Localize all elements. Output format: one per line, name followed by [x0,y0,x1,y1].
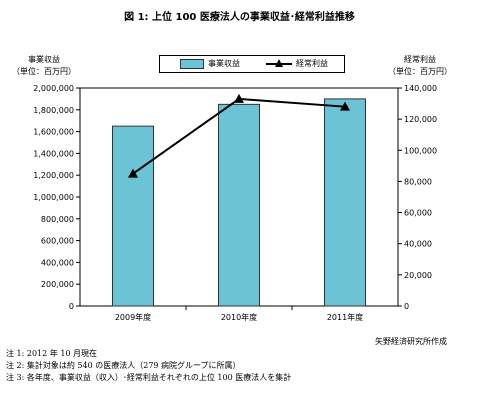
left-axis-tick-label: 400,000 [41,258,74,267]
left-axis-tick-label: 1,000,000 [33,193,74,202]
right-axis-tick-label: 0 [404,302,409,311]
legend-swatch-bar [180,58,204,69]
legend: 事業収益 経常利益 [159,55,345,73]
right-axis-unit: （単位：百万円） [388,66,452,76]
left-axis-tick-label: 800,000 [41,215,74,224]
left-axis-tick-label: 0 [69,302,74,311]
left-axis-tick-label: 1,400,000 [33,149,74,158]
left-axis-tick-label: 1,200,000 [33,171,74,180]
right-axis-tick-label: 80,000 [404,177,432,186]
right-axis-tick-label: 100,000 [404,146,437,155]
bar [218,103,260,307]
left-axis-tick-label: 1,800,000 [33,106,74,115]
bar [112,125,154,307]
legend-swatch-line [266,58,292,69]
note-2: 注 2: 集計対象は約 540 の医療法人（279 病院グループに所属） [6,361,241,370]
left-axis-unit: （単位：百万円） [12,66,76,76]
x-axis-tick-label: 2009年度 [115,312,151,322]
left-axis-tick-label: 1,600,000 [33,128,74,137]
right-axis-tick-label: 140,000 [404,84,437,93]
chart-title: 図 1: 上位 100 医療法人の事業収益･経常利益推移 [124,12,355,23]
left-axis-tick-label: 600,000 [41,237,74,246]
legend-label-profit: 経常利益 [296,59,328,68]
legend-item-revenue: 事業収益 [180,58,240,69]
right-axis-tick-label: 120,000 [404,115,437,124]
legend-item-profit: 経常利益 [266,58,328,69]
left-axis-tick-label: 2,000,000 [33,84,74,93]
notes: 注 1: 2012 年 10 月現在 注 2: 集計対象は約 540 の医療法人… [6,348,291,384]
profit-marker [128,168,138,178]
right-axis-tick-label: 20,000 [404,271,432,280]
note-3: 注 3: 各年度、事業収益（収入）･経常利益それぞれの上位 100 医療法人を集… [6,373,292,382]
left-axis-tick-label: 200,000 [41,280,74,289]
profit-marker [234,93,244,103]
right-axis-tick-label: 60,000 [404,209,432,218]
profit-marker [340,101,350,111]
x-axis-tick-label: 2010年度 [221,312,257,322]
bar [324,98,366,307]
note-1: 注 1: 2012 年 10 月現在 [6,349,98,358]
legend-label-revenue: 事業収益 [208,59,240,68]
left-axis-label: 事業収益 [28,54,60,64]
right-axis-tick-label: 40,000 [404,240,432,249]
right-axis-label: 経常利益 [404,54,436,64]
source-note: 矢野経済研究所作成 [375,337,447,346]
x-axis-tick-label: 2011年度 [327,312,363,322]
